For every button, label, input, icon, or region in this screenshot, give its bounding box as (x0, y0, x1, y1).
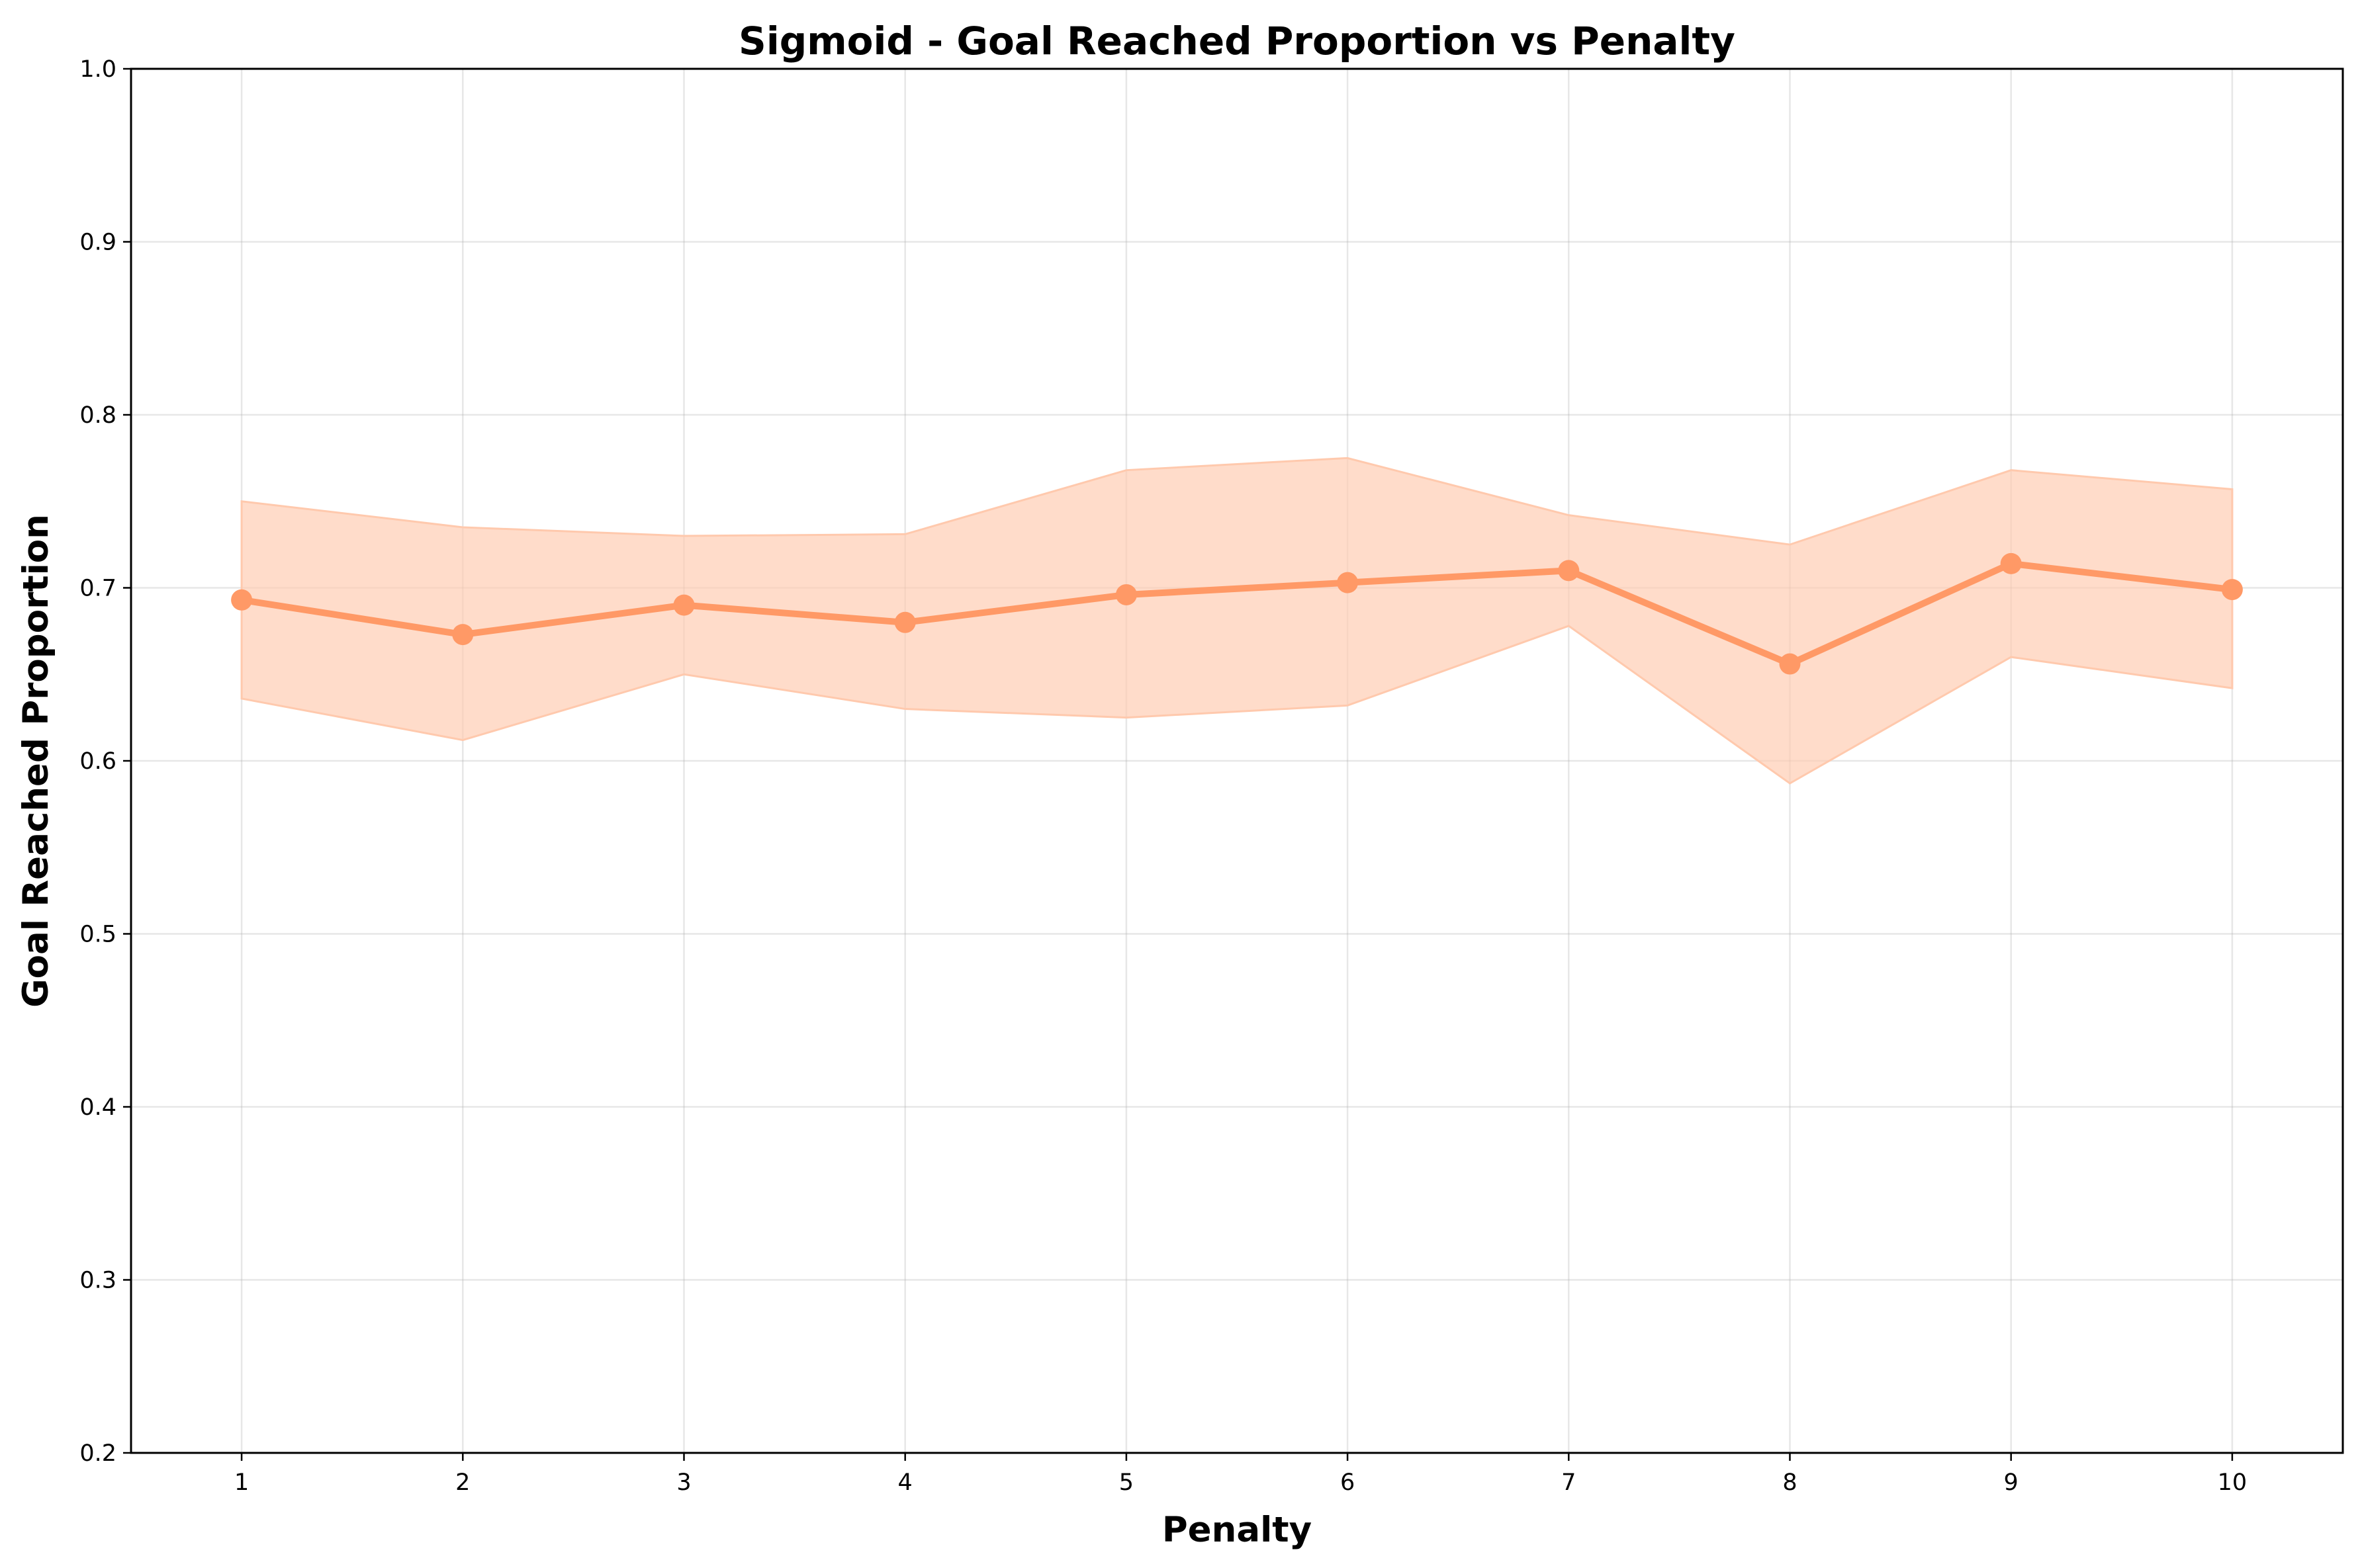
y-tick-label: 0.7 (79, 576, 116, 602)
y-tick-label: 0.6 (79, 748, 116, 775)
x-tick-label: 7 (1561, 1469, 1576, 1496)
x-tick-label: 2 (455, 1469, 470, 1496)
data-point (894, 611, 916, 633)
x-tick-label: 4 (898, 1469, 913, 1496)
data-point (673, 594, 695, 616)
x-tick-label: 1 (234, 1469, 249, 1496)
chart-title: Sigmoid - Goal Reached Proportion vs Pen… (739, 19, 1735, 64)
x-axis-label: Penalty (1162, 1510, 1312, 1550)
data-point (2221, 579, 2243, 601)
y-tick-label: 0.5 (79, 922, 116, 948)
y-tick-label: 0.8 (79, 402, 116, 429)
series-line (238, 560, 2236, 668)
x-axis-ticks: 1 2 3 4 5 6 7 8 9 10 (234, 1453, 2247, 1496)
y-tick-label: 1.0 (79, 56, 116, 83)
confidence-band (240, 457, 2234, 785)
y-tick-label: 0.4 (79, 1094, 116, 1121)
y-tick-label: 0.2 (79, 1440, 116, 1467)
data-point (1558, 560, 1580, 582)
data-point (1337, 572, 1359, 593)
y-axis-ticks: 0.2 0.3 0.4 0.5 0.6 0.7 0.8 0.9 1.0 (79, 56, 131, 1467)
y-tick-label: 0.9 (79, 230, 116, 256)
data-point (231, 589, 253, 611)
x-tick-label: 6 (1340, 1469, 1355, 1496)
x-tick-label: 8 (1782, 1469, 1797, 1496)
y-axis-label: Goal Reached Proportion (16, 514, 56, 1008)
data-point (2000, 552, 2022, 574)
data-point (1115, 584, 1137, 605)
data-point (452, 624, 474, 646)
x-tick-label: 5 (1119, 1469, 1134, 1496)
data-point (1779, 653, 1801, 675)
x-tick-label: 3 (676, 1469, 691, 1496)
y-tick-label: 0.3 (79, 1268, 116, 1294)
x-tick-label: 9 (2004, 1469, 2019, 1496)
data-points (231, 552, 2243, 675)
x-tick-label: 10 (2218, 1469, 2248, 1496)
